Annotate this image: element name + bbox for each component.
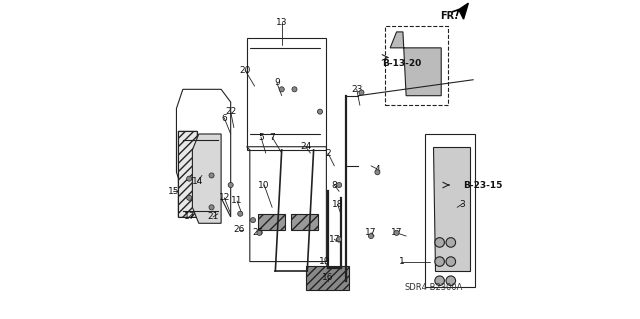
Text: 6: 6 [221, 114, 227, 122]
Circle shape [279, 87, 284, 92]
Text: 9: 9 [274, 78, 280, 87]
Circle shape [359, 90, 364, 95]
Circle shape [317, 109, 323, 114]
Text: 5: 5 [258, 133, 264, 142]
Text: 24: 24 [300, 142, 311, 151]
Text: 17: 17 [184, 212, 195, 221]
Bar [258, 214, 285, 230]
Circle shape [257, 230, 262, 235]
Circle shape [337, 237, 342, 242]
Circle shape [292, 87, 297, 92]
Text: 12: 12 [219, 193, 230, 202]
Text: SDR4-B2300A: SDR4-B2300A [404, 283, 463, 292]
Text: 10: 10 [259, 181, 270, 189]
Text: 20: 20 [239, 66, 251, 75]
Text: 25: 25 [252, 228, 264, 237]
Circle shape [187, 176, 192, 181]
Circle shape [187, 195, 192, 200]
Text: B-23-15: B-23-15 [463, 181, 503, 189]
Text: 7: 7 [269, 133, 275, 142]
Text: 3: 3 [459, 200, 465, 209]
Circle shape [435, 238, 444, 247]
Text: 15: 15 [168, 187, 179, 196]
Text: 8: 8 [332, 181, 337, 189]
Circle shape [435, 276, 444, 286]
Text: B-13-20: B-13-20 [381, 59, 421, 68]
Circle shape [446, 276, 456, 286]
Circle shape [228, 182, 233, 188]
Circle shape [209, 205, 214, 210]
Text: 11: 11 [231, 197, 243, 205]
Bar [178, 131, 197, 217]
Text: 26: 26 [233, 225, 244, 234]
Polygon shape [433, 147, 470, 271]
Circle shape [337, 182, 342, 188]
Polygon shape [193, 134, 221, 223]
Text: FR.: FR. [440, 11, 458, 21]
Text: 19: 19 [319, 257, 330, 266]
Circle shape [375, 170, 380, 175]
Text: 4: 4 [374, 165, 380, 174]
Text: 21: 21 [207, 212, 219, 221]
Text: 17: 17 [365, 228, 377, 237]
Circle shape [250, 218, 255, 223]
Bar [246, 38, 326, 150]
Circle shape [435, 257, 444, 266]
Text: 18: 18 [332, 200, 343, 209]
Circle shape [446, 257, 456, 266]
Text: 23: 23 [351, 85, 362, 94]
Circle shape [394, 230, 399, 235]
Text: 16: 16 [322, 273, 333, 282]
Polygon shape [390, 32, 441, 96]
Text: 1: 1 [399, 257, 404, 266]
Bar [425, 134, 475, 287]
Text: 14: 14 [191, 177, 203, 186]
Text: 17: 17 [391, 228, 403, 237]
Text: 13: 13 [276, 18, 287, 27]
Circle shape [446, 238, 456, 247]
Text: 17: 17 [328, 235, 340, 244]
Text: 22: 22 [225, 107, 236, 116]
Circle shape [369, 234, 374, 239]
Circle shape [209, 173, 214, 178]
Bar [306, 266, 349, 290]
Bar [178, 131, 197, 217]
Text: 2: 2 [325, 149, 331, 158]
Circle shape [237, 211, 243, 216]
Polygon shape [459, 3, 468, 19]
Bar [291, 214, 319, 230]
Bar [385, 26, 447, 105]
